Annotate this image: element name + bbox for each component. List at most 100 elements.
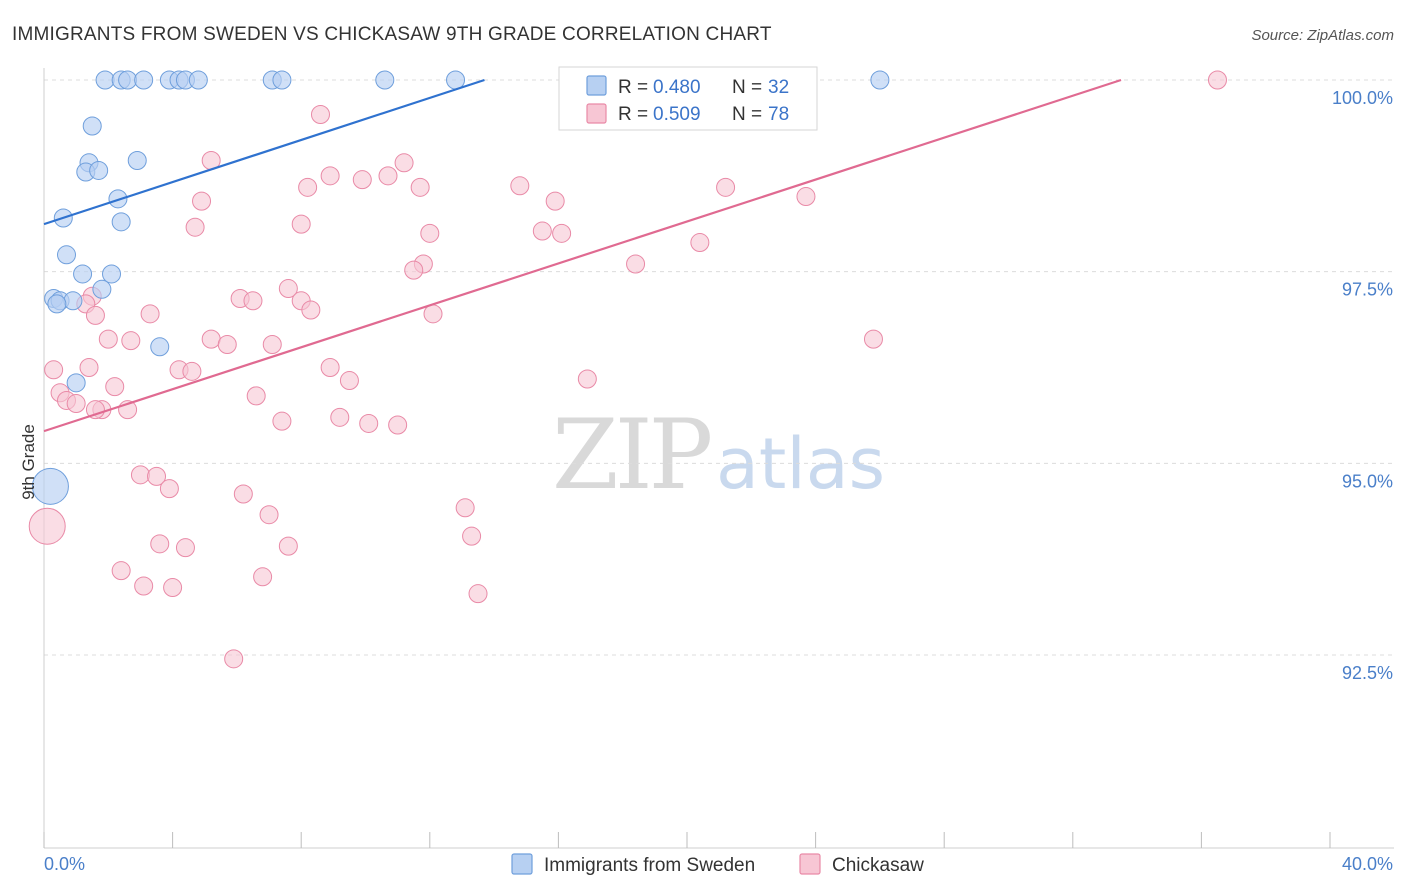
y-tick-label-0: 92.5% xyxy=(1342,663,1393,683)
trendlines xyxy=(43,78,1122,433)
watermark-zip: ZIP xyxy=(552,399,711,511)
chickasaw-point-43 xyxy=(79,358,99,377)
chickasaw-point-19 xyxy=(420,223,440,243)
chickasaw-point-3 xyxy=(1207,70,1227,90)
chickasaw-point-16 xyxy=(545,191,565,211)
chart-source: Source: ZipAtlas.com xyxy=(1251,27,1394,44)
chickasaw-point-59 xyxy=(388,415,408,435)
bottom-legend-swatch-chickasaw xyxy=(799,853,821,875)
chickasaw-point-25 xyxy=(404,260,424,280)
chickasaw-point-29 xyxy=(243,291,263,311)
correlation-legend: R = 0.480 N = 32 R = 0.509 N = 78 xyxy=(558,66,818,131)
y-tick-labels: 92.5% 95.0% 97.5% 100.0% xyxy=(1332,88,1393,683)
chickasaw-point-26 xyxy=(278,279,298,299)
chickasaw-point-53 xyxy=(66,394,86,414)
chickasaw-point-8 xyxy=(352,170,372,190)
legend-swatch-chickasaw xyxy=(586,103,607,124)
chickasaw-point-75 xyxy=(468,584,488,604)
chickasaw-point-34 xyxy=(423,304,443,324)
sweden-point-31 xyxy=(31,467,69,505)
legend-r-value-sweden: 0.480 xyxy=(653,77,701,98)
chickasaw-point-45 xyxy=(182,361,202,381)
chickasaw-point-56 xyxy=(330,407,350,427)
legend-r-label-chickasaw: R = xyxy=(618,104,648,125)
chickasaw-point-42 xyxy=(44,360,64,380)
chickasaw-point-41 xyxy=(863,329,883,349)
chickasaw-point-76 xyxy=(224,649,244,669)
series-legend: Immigrants from Sweden Chickasaw xyxy=(511,853,924,876)
x-tick-label-max: 40.0% xyxy=(1342,854,1393,874)
chickasaw-point-18 xyxy=(291,214,311,234)
chickasaw-point-36 xyxy=(98,329,118,349)
chickasaw-point-60 xyxy=(130,465,150,485)
chickasaw-point-24 xyxy=(626,254,646,274)
chickasaw-point-14 xyxy=(796,187,816,207)
chickasaw-trendline xyxy=(43,78,1122,433)
chickasaw-point-20 xyxy=(532,221,552,241)
bottom-legend-label-chickasaw: Chickasaw xyxy=(832,855,924,876)
legend-r-value-chickasaw: 0.509 xyxy=(653,104,701,125)
chickasaw-point-57 xyxy=(272,411,292,431)
sweden-points xyxy=(31,70,890,505)
legend-n-label-chickasaw: N = xyxy=(732,104,762,125)
bottom-legend-swatch-sweden xyxy=(511,853,533,875)
chickasaw-point-32 xyxy=(301,300,321,320)
axes xyxy=(43,68,1394,849)
chickasaw-point-15 xyxy=(192,191,212,211)
chickasaw-point-38 xyxy=(201,329,221,349)
chickasaw-point-17 xyxy=(185,217,205,237)
chickasaw-point-4 xyxy=(310,105,330,124)
sweden-point-2 xyxy=(118,70,138,90)
chickasaw-point-73 xyxy=(134,576,154,596)
legend-r-label-sweden: R = xyxy=(618,77,648,98)
watermark-atlas: atlas xyxy=(716,423,885,505)
chickasaw-point-65 xyxy=(259,505,279,525)
chickasaw-point-66 xyxy=(28,507,66,545)
sweden-point-17 xyxy=(89,160,109,180)
chickasaw-point-71 xyxy=(111,561,131,581)
chickasaw-point-13 xyxy=(716,177,736,197)
sweden-point-22 xyxy=(73,264,93,284)
chickasaw-point-74 xyxy=(163,578,183,598)
chickasaw-point-58 xyxy=(359,413,379,433)
sweden-point-28 xyxy=(47,294,67,314)
y-tick-label-3: 100.0% xyxy=(1332,88,1393,108)
gridlines xyxy=(44,79,1394,656)
chickasaw-point-47 xyxy=(339,371,359,391)
chickasaw-point-69 xyxy=(175,538,195,558)
chickasaw-point-12 xyxy=(510,176,530,196)
chickasaw-point-77 xyxy=(85,400,105,420)
chickasaw-points xyxy=(28,70,1227,669)
chickasaw-point-40 xyxy=(262,335,282,354)
sweden-point-24 xyxy=(92,279,112,299)
chickasaw-point-10 xyxy=(298,177,318,197)
chickasaw-point-11 xyxy=(410,177,430,197)
sweden-point-9 xyxy=(272,70,292,90)
sweden-point-27 xyxy=(63,291,83,311)
chickasaw-point-46 xyxy=(320,358,340,377)
legend-n-value-sweden: 32 xyxy=(768,77,789,98)
sweden-trendline xyxy=(43,78,485,226)
sweden-point-3 xyxy=(134,70,154,90)
chickasaw-point-33 xyxy=(140,304,160,324)
sweden-point-30 xyxy=(66,373,86,393)
sweden-point-7 xyxy=(188,70,208,90)
chickasaw-point-22 xyxy=(690,233,710,253)
chickasaw-point-35 xyxy=(85,305,105,325)
chickasaw-point-9 xyxy=(378,166,398,186)
legend-n-value-chickasaw: 78 xyxy=(768,104,789,125)
sweden-point-21 xyxy=(57,245,77,265)
chickasaw-point-61 xyxy=(147,466,167,486)
chickasaw-point-63 xyxy=(233,484,253,504)
bottom-legend-label-sweden: Immigrants from Sweden xyxy=(544,855,755,876)
watermark: ZIP atlas xyxy=(552,399,885,511)
x-tick-label-min: 0.0% xyxy=(44,854,85,874)
chickasaw-point-68 xyxy=(150,534,170,554)
chickasaw-point-7 xyxy=(320,166,340,186)
legend-n-label-sweden: N = xyxy=(732,77,762,98)
chickasaw-point-67 xyxy=(462,526,482,546)
sweden-point-29 xyxy=(150,337,170,357)
chart-title: IMMIGRANTS FROM SWEDEN VS CHICKASAW 9TH … xyxy=(12,24,772,45)
sweden-point-14 xyxy=(127,151,147,170)
